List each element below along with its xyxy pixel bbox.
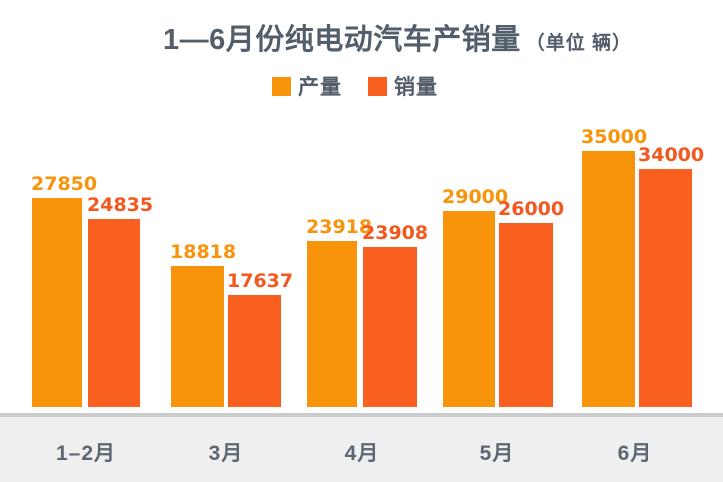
x-axis-label: 3月 xyxy=(208,442,244,465)
bar-value-label-production: 27850 xyxy=(31,173,98,195)
x-axis-label: 4月 xyxy=(344,442,380,465)
x-axis-band xyxy=(0,417,723,482)
bar-value-label-production: 35000 xyxy=(581,126,648,148)
bar-value-label-sales: 24835 xyxy=(87,194,154,216)
bar-sales xyxy=(88,219,140,407)
bar-value-label-production: 23918 xyxy=(306,216,373,238)
bar-sales xyxy=(228,295,281,407)
bar-value-label-sales: 26000 xyxy=(498,198,565,220)
x-axis-label: 1–2月 xyxy=(55,442,117,465)
bar-value-label-sales: 34000 xyxy=(638,144,705,166)
x-axis-line xyxy=(0,413,723,417)
bar-sales xyxy=(639,169,692,407)
legend-swatch-sales xyxy=(368,76,387,96)
bar-sales xyxy=(499,223,553,407)
bar-sales xyxy=(363,247,417,407)
x-axis-label: 6月 xyxy=(617,442,653,465)
bar-value-label-production: 18818 xyxy=(170,241,237,263)
chart-title-unit: （单位 辆） xyxy=(525,33,633,54)
legend: 产量 销量 xyxy=(272,71,438,101)
bar-value-label-production: 29000 xyxy=(442,186,509,208)
legend-swatch-production xyxy=(272,76,291,96)
bar-value-label-sales: 17637 xyxy=(227,270,294,292)
bar-production xyxy=(307,241,357,407)
x-axis-label: 5月 xyxy=(479,442,515,465)
chart-title: 1—6月份纯电动汽车产销量 （单位 辆） xyxy=(163,16,632,58)
chart-title-main: 1—6月份纯电动汽车产销量 xyxy=(163,24,521,56)
legend-label-sales: 销量 xyxy=(394,76,438,99)
bar-production xyxy=(582,151,635,407)
bar-production xyxy=(32,198,82,407)
bar-production xyxy=(443,211,495,407)
bar-production xyxy=(171,266,224,407)
bar-value-label-sales: 23908 xyxy=(362,222,429,244)
legend-label-production: 产量 xyxy=(298,76,342,99)
